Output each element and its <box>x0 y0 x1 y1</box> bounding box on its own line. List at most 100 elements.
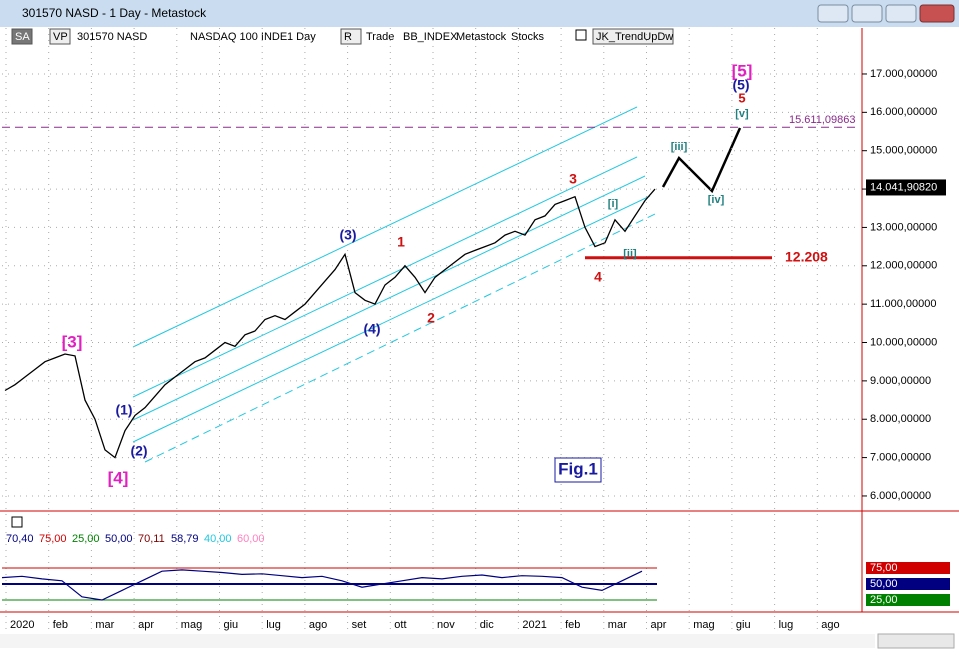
wave-label: (1) <box>115 402 132 418</box>
wave-label: 4 <box>594 269 602 285</box>
indicator-legend: 60,00 <box>237 533 265 545</box>
scrollbar[interactable] <box>877 633 955 649</box>
wave-label: 5 <box>738 90 745 105</box>
figure-label-box <box>554 457 602 483</box>
toolbar-item: NASDAQ 100 INDE <box>190 31 287 43</box>
toolbar-item: Trade <box>366 31 394 43</box>
indicator-legend: 70,11 <box>138 533 165 545</box>
y-tick-label: 17.000,00000 <box>870 68 937 80</box>
toolbar-item: 301570 NASD <box>77 31 147 43</box>
oscillator-line <box>1 569 643 601</box>
x-tick-label: ott <box>394 619 406 631</box>
x-tick-label: mar <box>608 619 627 631</box>
y-tick-label: 10.000,00000 <box>870 336 937 348</box>
toolbar-item: BB_INDEX <box>403 31 458 43</box>
x-tick-label: apr <box>138 619 154 631</box>
x-tick-label: dic <box>480 619 495 631</box>
indicator-legend: 70,40 <box>6 533 34 545</box>
price-line <box>4 188 656 459</box>
wave-label: (2) <box>130 443 147 459</box>
x-tick-label: 2021 <box>522 619 546 631</box>
y-tick-label: 16.000,00000 <box>870 106 937 118</box>
toolbar-button[interactable] <box>11 28 33 45</box>
wave-label: [4] <box>108 468 129 487</box>
target-level-label: 15.611,09863 <box>789 114 855 126</box>
close-panel[interactable] <box>11 516 23 528</box>
scroll-track <box>0 634 875 648</box>
x-tick-label: lug <box>779 619 794 631</box>
wave-label: [iv] <box>708 194 725 206</box>
maximize-button[interactable] <box>885 4 917 23</box>
x-tick-label: giu <box>224 619 239 631</box>
toolbar-item: Stocks <box>511 31 545 43</box>
x-tick-label: mar <box>95 619 114 631</box>
wave-label: [v] <box>735 108 749 120</box>
x-tick-label: mag <box>181 619 202 631</box>
y-tick-label: 8.000,00000 <box>870 413 931 425</box>
indicator-level-label: 50,00 <box>870 578 898 590</box>
wave-label: (5) <box>732 77 749 93</box>
indicator-level-box <box>866 578 950 590</box>
x-tick-label: ago <box>821 619 839 631</box>
x-tick-label: nov <box>437 619 455 631</box>
minimize-button[interactable] <box>851 4 883 23</box>
wave-label: [i] <box>608 198 619 210</box>
close-indicator[interactable] <box>575 29 587 41</box>
y-tick-label: 6.000,00000 <box>870 490 931 502</box>
x-tick-label: feb <box>565 619 580 631</box>
indicator-legend: 50,00 <box>105 533 133 545</box>
last-price-box <box>866 179 946 196</box>
channel-line <box>132 175 646 421</box>
indicator-legend: 58,79 <box>171 533 199 545</box>
indicator-level-label: 25,00 <box>870 594 898 606</box>
wave-label: (4) <box>363 321 380 337</box>
x-tick-label: apr <box>651 619 667 631</box>
wave-label: [5] <box>732 61 753 80</box>
indicator-legend: 75,00 <box>39 533 67 545</box>
toolbar-item: R <box>344 31 352 43</box>
close-button[interactable] <box>919 4 955 23</box>
support-level-label: 12.208 <box>785 249 828 265</box>
wave-label: 3 <box>569 171 577 187</box>
toolbar-item: SA <box>15 31 30 43</box>
x-tick-label: ago <box>309 619 327 631</box>
restore-button[interactable] <box>817 4 849 23</box>
figure-label: Fig.1 <box>558 459 598 478</box>
y-tick-label: 11.000,00000 <box>870 298 936 310</box>
projection-path <box>661 127 742 194</box>
wave-label: (3) <box>339 227 356 243</box>
indicator-legend: 25,00 <box>72 533 100 545</box>
toolbar-button[interactable] <box>340 28 362 45</box>
toolbar-button[interactable] <box>592 28 674 45</box>
channel-line <box>144 213 656 463</box>
y-tick-label: 15.000,00000 <box>870 145 937 157</box>
indicator-level-box <box>866 594 950 606</box>
y-tick-label: 13.000,00000 <box>870 221 937 233</box>
wave-label: [ii] <box>623 248 637 260</box>
wave-label: 2 <box>427 310 435 326</box>
y-tick-label: 12.000,00000 <box>870 260 937 272</box>
wave-label: 1 <box>397 234 405 250</box>
wave-label: [iii] <box>671 141 688 153</box>
indicator-level-label: 75,00 <box>870 562 898 574</box>
window-title: 301570 NASD - 1 Day - Metastock <box>22 6 207 20</box>
title-bar <box>0 0 959 27</box>
toolbar-button[interactable] <box>49 28 71 45</box>
channel-line <box>132 156 638 398</box>
x-tick-label: 2020 <box>10 619 34 631</box>
last-price-label: 14.041,90820 <box>870 181 937 193</box>
channel-line <box>132 106 638 348</box>
y-tick-label: 7.000,00000 <box>870 452 931 464</box>
toolbar-item: JK_TrendUpDw <box>596 31 673 43</box>
x-tick-label: feb <box>53 619 68 631</box>
indicator-legend: 40,00 <box>204 533 232 545</box>
toolbar-item: 1 Day <box>287 31 316 43</box>
wave-label: [3] <box>62 332 83 351</box>
toolbar-item: VP <box>53 31 68 43</box>
x-tick-label: set <box>352 619 367 631</box>
indicator-level-box <box>866 562 950 574</box>
x-tick-label: mag <box>693 619 714 631</box>
x-tick-label: giu <box>736 619 751 631</box>
